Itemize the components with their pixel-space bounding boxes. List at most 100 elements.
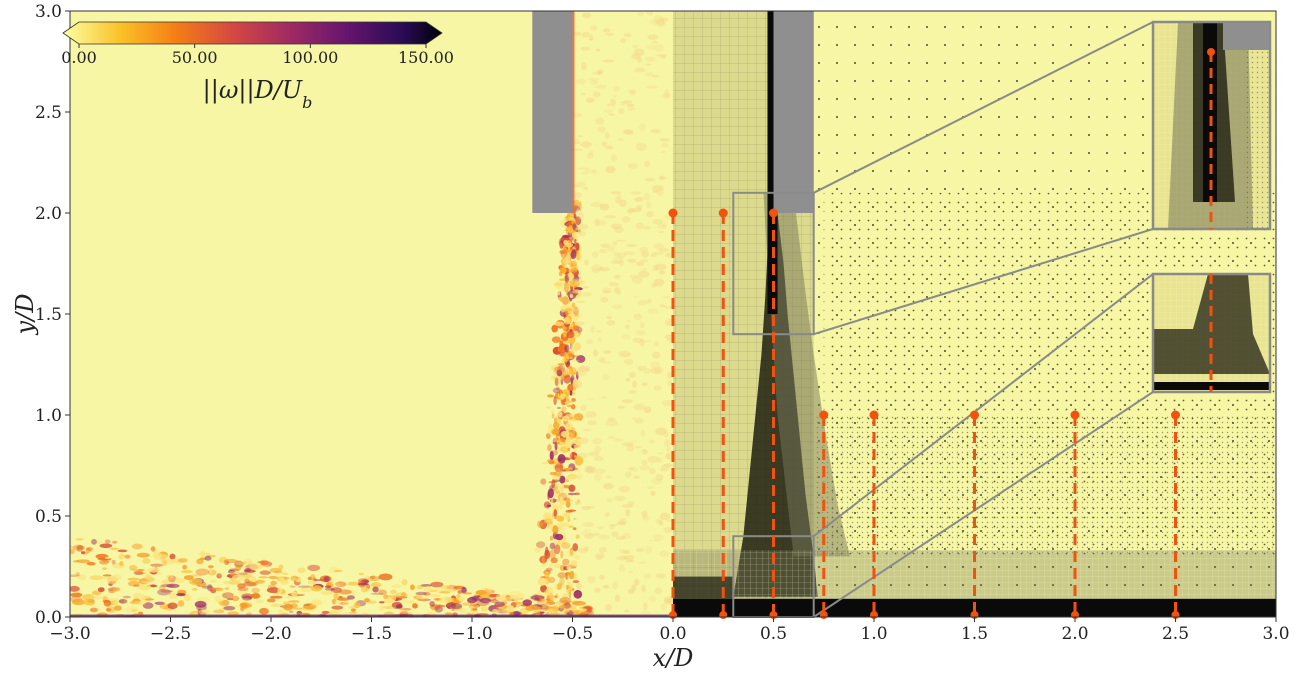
plot-area — [69, 10, 1277, 619]
vortex-blob — [439, 585, 451, 589]
vortex-blob — [588, 37, 594, 42]
vortex-blob — [550, 364, 559, 371]
vortex-blob — [396, 604, 403, 609]
vortex-blob — [221, 592, 228, 600]
vortex-blob — [577, 469, 581, 473]
vortex-blob — [575, 582, 583, 590]
vortex-blob — [450, 603, 463, 610]
vortex-blob — [70, 545, 76, 553]
vortex-blob — [534, 547, 541, 553]
vortex-blob — [597, 69, 604, 75]
vortex-blob — [631, 276, 643, 284]
vortex-blob — [118, 599, 128, 604]
vortex-blob — [577, 167, 589, 170]
vortex-blob — [641, 267, 648, 272]
vortex-blob — [401, 608, 412, 611]
vortex-blob — [641, 250, 650, 258]
vortex-blob — [587, 465, 597, 474]
vortex-blob — [661, 143, 669, 148]
vortex-blob — [543, 518, 553, 525]
vortex-blob — [176, 593, 186, 597]
vortex-blob — [569, 416, 579, 422]
vortex-blob — [615, 555, 628, 561]
vortex-blob — [590, 325, 595, 333]
vortex-blob — [154, 601, 165, 606]
vortex-blob — [628, 390, 637, 395]
vortex-blob — [574, 444, 580, 448]
vortex-blob — [200, 550, 205, 558]
vortex-blob — [659, 138, 670, 142]
vortex-blob — [331, 605, 344, 610]
vortex-blob — [652, 265, 659, 272]
vortex-blob — [653, 184, 665, 190]
vortex-blob — [310, 585, 323, 592]
vortex-blob — [568, 430, 578, 439]
vortex-blob — [329, 579, 335, 585]
vortex-blob — [659, 512, 671, 521]
vortex-blob — [250, 576, 257, 583]
vortex-blob — [645, 63, 652, 67]
vortex-blob — [619, 548, 626, 554]
vortex-blob — [553, 395, 557, 406]
vortex-blob — [651, 185, 664, 192]
vortex-blob — [567, 272, 575, 280]
vortex-blob — [431, 586, 443, 593]
vortex-blob — [613, 287, 621, 294]
vortex-blob — [563, 497, 571, 502]
vortex-blob — [142, 573, 151, 581]
vortex-blob — [191, 587, 198, 591]
vortex-blob — [564, 368, 572, 376]
vortex-blob — [553, 366, 563, 374]
vortex-blob — [568, 367, 577, 376]
vortex-blob — [400, 600, 412, 604]
vortex-blob — [593, 473, 602, 481]
vortex-blob — [567, 450, 573, 460]
vortex-blob — [606, 103, 611, 107]
vortex-blob — [658, 247, 669, 253]
vortex-blob — [575, 252, 582, 261]
vortex-blob — [610, 191, 622, 195]
vortex-blob — [574, 216, 582, 226]
vortex-blob — [580, 62, 587, 71]
vortex-blob — [249, 563, 263, 571]
vortex-blob — [562, 558, 570, 566]
vortex-blob — [133, 592, 143, 599]
vortex-blob — [288, 600, 300, 603]
zoom-connector — [813, 391, 1154, 618]
vortex-blob — [635, 143, 647, 151]
vortex-blob — [343, 601, 348, 606]
vortex-blob — [335, 581, 347, 587]
vortex-blob — [218, 600, 230, 607]
vortex-blob — [658, 176, 668, 180]
vortex-blob — [641, 510, 648, 518]
vortex-blob — [665, 252, 670, 258]
vortex-blob — [553, 417, 557, 424]
vortex-blob — [575, 590, 580, 593]
vortex-blob — [157, 588, 171, 596]
vortex-blob — [570, 262, 574, 269]
vortex-blob — [646, 486, 656, 489]
vortex-blob — [658, 520, 664, 526]
vortex-blob — [332, 598, 337, 605]
vortex-blob — [584, 169, 596, 173]
vortex-blob — [378, 601, 385, 604]
vortex-blob — [563, 512, 570, 518]
vortex-blob — [653, 534, 664, 541]
vortex-blob — [91, 538, 97, 545]
vortex-blob — [660, 603, 668, 611]
y-tick-label: 2.0 — [35, 204, 62, 224]
vortex-blob — [83, 598, 95, 606]
vortex-blob — [655, 54, 668, 57]
vortex-blob — [637, 11, 644, 17]
vortex-blob — [653, 385, 662, 391]
vortex-blob — [386, 602, 392, 607]
vortex-blob — [166, 575, 172, 579]
vortex-blob — [576, 473, 583, 480]
vortex-blob — [188, 578, 203, 586]
vortex-blob — [169, 553, 176, 560]
vortex-blob — [366, 575, 381, 582]
vortex-blob — [635, 261, 645, 267]
vortex-blob — [556, 437, 566, 446]
vortex-blob — [124, 606, 139, 613]
vortex-blob — [140, 594, 147, 601]
